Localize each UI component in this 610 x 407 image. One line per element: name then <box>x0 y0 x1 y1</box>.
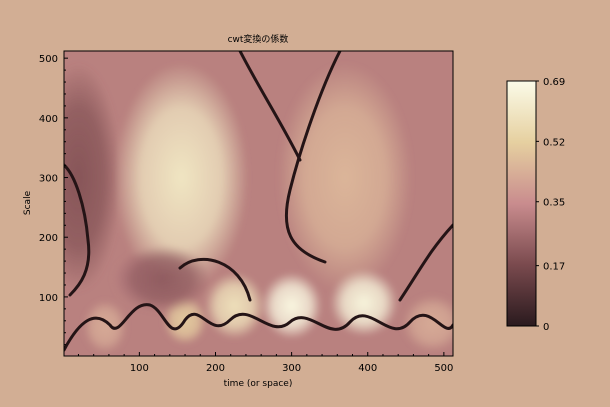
colorbar-tick-label: 0.17 <box>543 262 565 273</box>
chart-title: cwt変換の係数 <box>228 33 289 45</box>
y-axis: 100 200 300 400 500 <box>39 54 68 346</box>
y-tick-label: 200 <box>39 233 58 244</box>
x-tick-label: 400 <box>358 363 377 374</box>
zero-contour-right-tall <box>284 51 342 264</box>
x-tick-label: 200 <box>206 363 225 374</box>
x-axis-label: time (or space) <box>224 379 293 389</box>
y-tick-label: 400 <box>39 114 58 125</box>
zero-contour-far-right <box>398 223 453 302</box>
colorbar-ticks: 0 0.17 0.35 0.52 0.69 <box>536 77 565 333</box>
heatmap-blob <box>204 272 265 340</box>
heatmap-blob <box>113 245 211 313</box>
colorbar <box>506 80 537 327</box>
colorbar-tick-label: 0.52 <box>543 137 565 148</box>
y-axis-label: Scale <box>23 190 33 215</box>
heatmap-blob <box>83 300 128 354</box>
colorbar-tick-label: 0.69 <box>543 77 565 88</box>
y-tick-label: 100 <box>39 293 58 304</box>
colorbar-tick-label: 0 <box>543 322 549 333</box>
zero-contours <box>64 51 453 352</box>
plot-area <box>64 51 453 356</box>
colorbar-tick-label: 0.35 <box>543 198 565 209</box>
heatmap-blob <box>64 62 122 293</box>
zero-contour-left <box>64 163 91 297</box>
x-tick-label: 100 <box>130 363 149 374</box>
heatmap-blob <box>277 62 412 293</box>
zero-contour-upper-diag <box>238 51 302 162</box>
x-axis: 100 200 300 400 500 <box>77 352 453 374</box>
y-tick-label: 500 <box>39 54 58 65</box>
plot-frame <box>63 50 454 357</box>
x-tick-label: 500 <box>434 363 453 374</box>
heatmap-blob <box>329 269 399 337</box>
heatmap-blob <box>114 62 249 293</box>
heatmap-blob <box>402 295 453 353</box>
zero-contour-low-wave <box>64 303 453 352</box>
zero-contour-mid <box>178 258 252 302</box>
heatmap-blob <box>261 272 323 340</box>
y-tick-label: 300 <box>39 174 58 185</box>
x-tick-label: 300 <box>282 363 301 374</box>
